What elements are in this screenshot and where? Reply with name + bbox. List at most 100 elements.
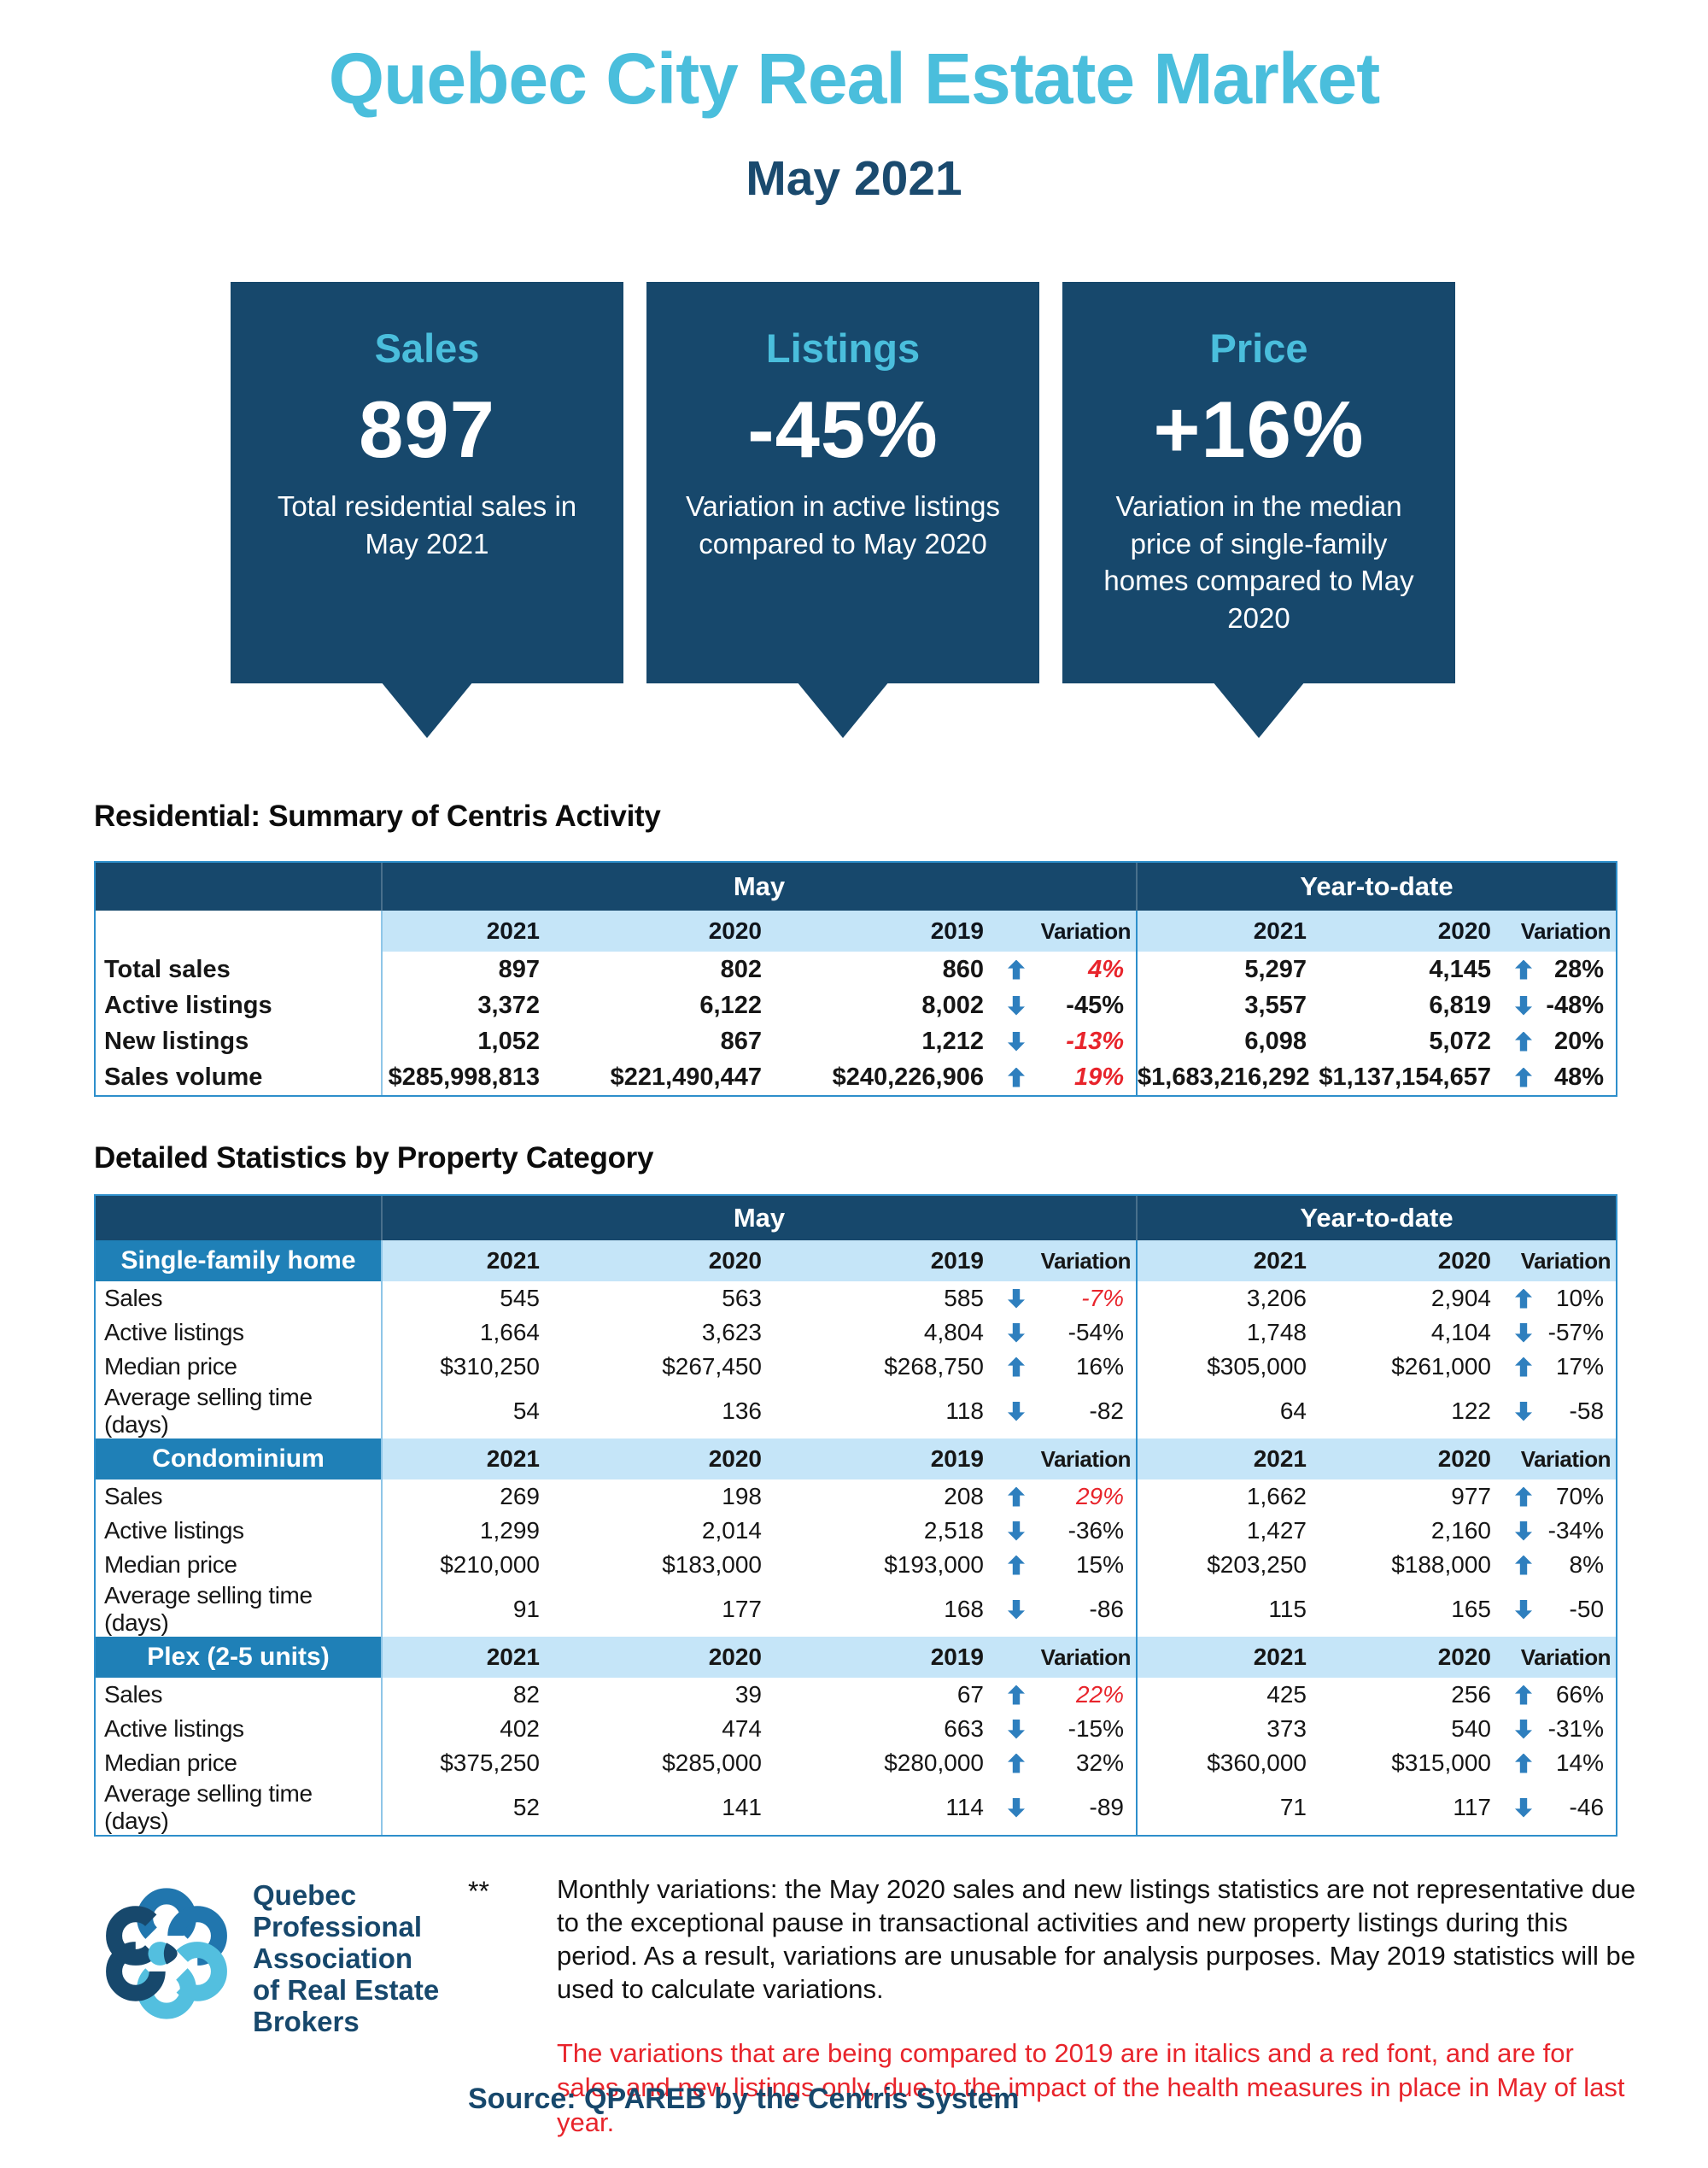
variation-value: 8% [1569,1551,1605,1578]
variation-inner: -7% [996,1281,1136,1315]
variation-inner: -57% [1503,1315,1616,1350]
category-header-row: Single-family home 2021 2020 2019 Variation 2… [96,1240,1617,1281]
variation-cell: 29% [996,1480,1138,1514]
col-header-may-variation: Variation [996,911,1138,952]
callout-sales: Sales 897 Total residential sales in May 2… [231,282,623,738]
row-label: Sales [96,1480,383,1514]
variation-value: 19% [1073,1063,1124,1091]
value-cell: 64 [1138,1384,1319,1438]
value-cell: 1,212 [774,1023,996,1059]
value-cell: 4,145 [1319,952,1503,987]
variation-value: 29% [1075,1483,1124,1509]
callout-title: Sales [374,325,480,371]
variation-value: -34% [1547,1517,1605,1544]
value-cell: $360,000 [1138,1746,1319,1780]
variation-value: 15% [1075,1551,1124,1578]
col-header-may-variation: Variation [996,1240,1138,1281]
col-header-may-2021: 2021 [383,1637,552,1678]
row-label: Average selling time (days) [96,1780,383,1835]
variation-inner: -86 [996,1582,1136,1637]
col-header-ytd-variation: Variation [1503,1438,1617,1480]
variation-cell: -86 [996,1582,1138,1637]
value-cell: 141 [552,1780,774,1835]
table-row: New listings 1,052 867 1,212 -13% 6,098 5,072 2… [96,1023,1617,1059]
row-label: Active listings [96,1712,383,1746]
logo-wordmark-line: Brokers [253,2006,360,2037]
variation-value: -13% [1066,1027,1124,1055]
callout-description: Variation in active listings compared to… [685,490,1001,560]
row-label: Total sales [96,952,383,987]
up-arrow-icon [1515,959,1532,980]
variation-cell: 22% [996,1678,1138,1712]
variation-cell: 70% [1503,1480,1617,1514]
value-cell: 545 [383,1281,552,1315]
value-cell: 91 [383,1582,552,1637]
logo-wordmark-line: of Real Estate [253,1974,440,2006]
footnote-marker: ** [468,1876,489,1907]
variation-cell: -58 [1503,1384,1617,1438]
col-header-may-2020: 2020 [552,911,774,952]
col-header-may-2019: 2019 [774,1240,996,1281]
value-cell: 115 [1138,1582,1319,1637]
variation-cell: -31% [1503,1712,1617,1746]
variation-value: 70% [1555,1483,1605,1509]
variation-inner: 19% [996,1059,1136,1095]
value-cell: 977 [1319,1480,1503,1514]
up-arrow-icon [1008,1753,1025,1773]
down-arrow-icon [1008,1288,1025,1309]
value-cell: $310,250 [383,1350,552,1384]
variation-inner: -58 [1503,1384,1616,1438]
table-row: Average selling time (days) 91 177 168 -86 11… [96,1582,1617,1637]
value-cell: 3,206 [1138,1281,1319,1315]
variation-inner: 17% [1503,1350,1616,1384]
value-cell: $375,250 [383,1746,552,1780]
col-header-ytd-variation: Variation [1503,1240,1617,1281]
col-header-may-2021: 2021 [383,911,552,952]
down-arrow-icon [1008,1031,1025,1052]
variation-value: -7% [1081,1285,1124,1311]
variation-cell: 4% [996,952,1138,987]
value-cell: 2,014 [552,1514,774,1548]
variation-inner: 66% [1503,1678,1616,1712]
variation-inner: 20% [1503,1023,1616,1059]
detail-may-group-header: May [383,1196,1138,1240]
down-arrow-icon [1008,1322,1025,1343]
table-row: Average selling time (days) 52 141 114 -89 71… [96,1780,1617,1835]
variation-value: -48% [1546,991,1605,1019]
down-arrow-icon [1008,1401,1025,1421]
variation-inner: 70% [1503,1480,1616,1514]
value-cell: 2,518 [774,1514,996,1548]
value-cell: 1,664 [383,1315,552,1350]
value-cell: $280,000 [774,1746,996,1780]
variation-value: -46 [1569,1794,1605,1820]
qpareb-logo-wordmark: Quebec Professional Association of Real Est… [253,1879,439,2037]
row-label: New listings [96,1023,383,1059]
down-arrow-icon [1008,1797,1025,1818]
callout-group: Sales 897 Total residential sales in May 2… [231,282,1455,738]
variation-cell: 66% [1503,1678,1617,1712]
row-label: Sales [96,1281,383,1315]
value-cell: $267,450 [552,1350,774,1384]
summary-ytd-group-header: Year-to-date [1138,863,1617,911]
variation-cell: -45% [996,987,1138,1023]
value-cell: 425 [1138,1678,1319,1712]
detail-corner-cell [96,1196,383,1240]
variation-inner: -48% [1503,987,1616,1023]
variation-inner: 15% [996,1548,1136,1582]
variation-cell: -89 [996,1780,1138,1835]
col-header-may-variation: Variation [996,1637,1138,1678]
down-arrow-icon [1008,1599,1025,1620]
variation-inner: 29% [996,1480,1136,1514]
col-header-ytd-2020: 2020 [1319,911,1503,952]
row-label: Sales [96,1678,383,1712]
col-header-may-2021: 2021 [383,1240,552,1281]
col-header-may-2021: 2021 [383,1438,552,1480]
variation-inner: -15% [996,1712,1136,1746]
up-arrow-icon [1515,1356,1532,1377]
value-cell: 67 [774,1678,996,1712]
value-cell: 860 [774,952,996,987]
value-cell: 563 [552,1281,774,1315]
detail-section-title: Detailed Statistics by Property Category [94,1141,654,1175]
callout-price: Price +16% Variation in the median price o… [1062,282,1455,738]
footnote-block: Monthly variations: the May 2020 sales a… [557,1872,1641,2140]
